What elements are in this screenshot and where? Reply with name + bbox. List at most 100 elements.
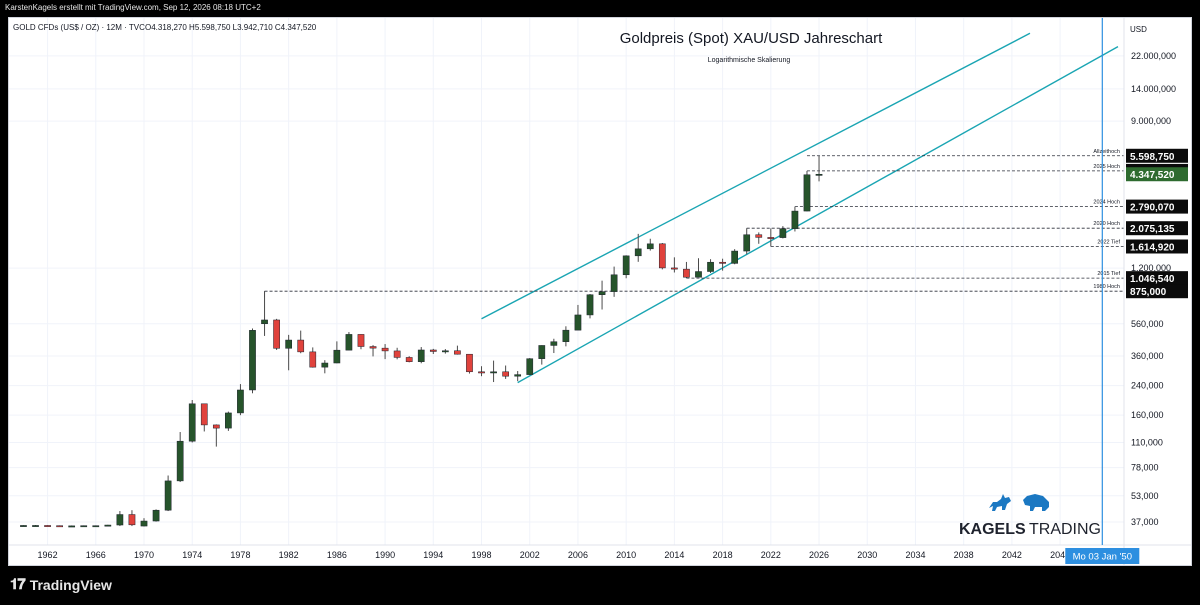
candle[interactable] <box>646 238 654 251</box>
chart-panel[interactable]: Allzeithoch 2025 Hoch 2024 Hoch 2020 Hoch 20… <box>8 17 1192 566</box>
candle[interactable] <box>490 360 497 383</box>
y-tick-label: 560,000 <box>1131 319 1164 329</box>
candle[interactable] <box>803 170 811 212</box>
candle[interactable] <box>622 255 630 279</box>
candle[interactable] <box>707 259 714 273</box>
candle[interactable] <box>671 257 678 273</box>
candle[interactable] <box>442 349 449 354</box>
candle[interactable] <box>237 384 244 416</box>
candle[interactable] <box>44 525 51 527</box>
candle[interactable] <box>116 511 124 527</box>
candle[interactable] <box>586 294 594 319</box>
candle-body <box>321 362 329 368</box>
x-tick-label: 1990 <box>375 550 395 560</box>
price-axis[interactable]: 22.000,000 14.000,000 9.000,000 1.200,000 56… <box>1131 51 1176 527</box>
candle[interactable] <box>767 228 775 247</box>
candle[interactable] <box>574 304 582 331</box>
candle[interactable] <box>369 345 377 357</box>
candle[interactable] <box>68 525 76 528</box>
candle-body <box>767 237 775 239</box>
candle-body <box>381 347 389 352</box>
price-chart[interactable]: Allzeithoch 2025 Hoch 2024 Hoch 2020 Hoch 20… <box>9 18 1191 565</box>
candle[interactable] <box>92 525 100 528</box>
bull-icon <box>989 494 1011 511</box>
time-axis[interactable]: 1962 1966 1970 1974 1978 1982 1986 1990 1994 1998… <box>38 550 1071 560</box>
candle-body <box>128 514 136 526</box>
candle[interactable] <box>345 332 353 351</box>
tradingview-footer[interactable]: 𝟏𝟕 TradingView <box>10 576 112 593</box>
x-tick-label: 1970 <box>134 550 154 560</box>
candles-layer[interactable] <box>20 155 823 528</box>
candle[interactable] <box>381 344 389 360</box>
candle[interactable] <box>104 524 112 527</box>
brand-text-bold: KAGELS <box>959 521 1026 538</box>
candle[interactable] <box>152 509 160 522</box>
candle[interactable] <box>454 345 461 355</box>
candle[interactable] <box>683 261 690 279</box>
candle[interactable] <box>20 525 27 527</box>
candle-body <box>417 349 425 362</box>
candle[interactable] <box>719 258 726 271</box>
candle[interactable] <box>743 228 751 255</box>
candle[interactable] <box>321 360 329 374</box>
candle[interactable] <box>212 424 220 447</box>
candle[interactable] <box>695 258 702 278</box>
candle-body <box>707 261 714 272</box>
candle[interactable] <box>417 347 425 364</box>
candle[interactable] <box>478 366 485 377</box>
candle-body <box>646 243 654 250</box>
price-tag-label: 5.598,750 <box>1130 152 1175 163</box>
candle[interactable] <box>261 291 268 336</box>
trend-channel[interactable] <box>481 32 1119 384</box>
candle[interactable] <box>357 334 365 350</box>
candle[interactable] <box>176 432 184 483</box>
candle[interactable] <box>164 475 172 512</box>
candle[interactable] <box>514 371 522 382</box>
price-tag-bg <box>1126 199 1188 214</box>
candle[interactable] <box>333 341 341 364</box>
candle[interactable] <box>791 206 799 232</box>
candle[interactable] <box>598 280 606 310</box>
candle-body <box>743 234 751 252</box>
x-tick-label: 1986 <box>327 550 347 560</box>
candle[interactable] <box>405 356 413 363</box>
candle[interactable] <box>634 233 642 262</box>
candle[interactable] <box>200 403 208 432</box>
candle[interactable] <box>393 347 401 360</box>
channel-line[interactable] <box>481 32 1031 320</box>
candle[interactable] <box>538 345 546 365</box>
candle[interactable] <box>550 338 558 354</box>
candle[interactable] <box>188 399 196 443</box>
price-tag-bg <box>1126 284 1188 299</box>
candle[interactable] <box>731 249 739 265</box>
candle[interactable] <box>297 330 305 354</box>
x-tick-label: 1962 <box>38 550 58 560</box>
y-tick-label: 78,000 <box>1131 463 1159 473</box>
candle[interactable] <box>658 243 666 270</box>
channel-line[interactable] <box>517 45 1119 384</box>
candle[interactable] <box>779 226 787 239</box>
candle[interactable] <box>309 347 317 368</box>
candle[interactable] <box>429 348 437 355</box>
reference-lines[interactable] <box>264 155 1124 298</box>
candle[interactable] <box>32 525 39 527</box>
crosshair-cursor: Mo 03 Jan '50 <box>1065 18 1140 564</box>
candle[interactable] <box>56 525 63 528</box>
candle[interactable] <box>610 266 618 297</box>
candle[interactable] <box>755 232 763 244</box>
candle[interactable] <box>140 518 148 527</box>
candle[interactable] <box>562 326 570 347</box>
x-tick-label: 2038 <box>954 550 974 560</box>
candle[interactable] <box>273 318 280 350</box>
candle[interactable] <box>285 334 293 371</box>
candle[interactable] <box>502 365 509 379</box>
candle-body <box>429 349 437 352</box>
candle[interactable] <box>526 358 534 376</box>
candle[interactable] <box>80 525 88 528</box>
candle[interactable] <box>128 510 136 527</box>
candle-body <box>466 353 473 373</box>
candle[interactable] <box>249 328 256 394</box>
candle[interactable] <box>466 353 473 374</box>
candle[interactable] <box>225 411 232 431</box>
candle[interactable] <box>815 155 823 182</box>
